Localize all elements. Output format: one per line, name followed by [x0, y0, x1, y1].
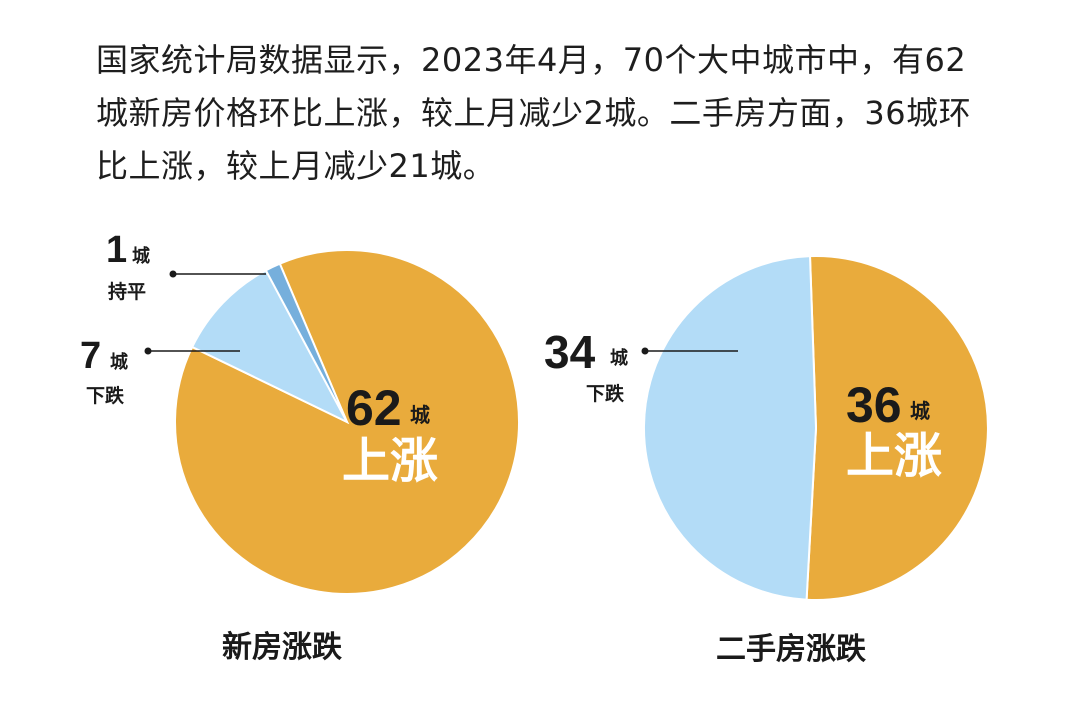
- new-houses-slice-flat: [264, 262, 348, 423]
- old-fall-unit: 城: [610, 347, 628, 369]
- second-hand-slice-rise: [805, 255, 989, 601]
- new-houses-title: 新房涨跌: [222, 630, 342, 665]
- old-fall-value: 34: [544, 326, 596, 378]
- new-rise-value: 62: [346, 380, 402, 436]
- new-houses-slice-fall: [190, 268, 350, 425]
- old-rise-value: 36: [846, 377, 902, 433]
- new-fall-label: 下跌: [86, 384, 125, 407]
- new-rise-unit: 城: [410, 403, 430, 427]
- new-flat-unit: 城: [132, 245, 150, 267]
- new-fall-unit: 城: [110, 351, 128, 373]
- second-hand-slice-fall: [643, 255, 818, 601]
- new-fall-callout-dot: [144, 347, 152, 355]
- new-rise-label: 上涨: [342, 433, 438, 489]
- new-flat-value: 1: [106, 229, 127, 271]
- second-hand-title: 二手房涨跌: [716, 632, 866, 667]
- old-rise-unit: 城: [910, 399, 930, 423]
- old-fall-label: 下跌: [586, 382, 625, 405]
- old-fall-callout-dot: [641, 347, 649, 355]
- new-flat-label: 持平: [108, 280, 146, 303]
- intro-paragraph: 国家统计局数据显示，2023年4月，70个大中城市中，有62城新房价格环比上涨，…: [96, 41, 972, 185]
- pie-second-hand-houses: [643, 255, 989, 601]
- new-fall-value: 7: [80, 335, 101, 377]
- pie-new-houses: [174, 249, 520, 595]
- flat-callout-dot: [169, 270, 177, 278]
- old-rise-label: 上涨: [846, 428, 942, 484]
